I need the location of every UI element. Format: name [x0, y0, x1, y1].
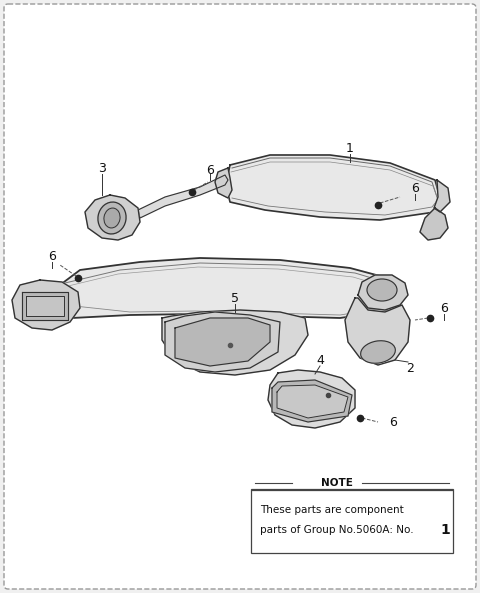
Polygon shape — [345, 298, 410, 365]
Polygon shape — [162, 310, 308, 375]
Polygon shape — [215, 168, 232, 198]
Text: 4: 4 — [316, 353, 324, 366]
Text: NOTE: NOTE — [321, 478, 353, 488]
Polygon shape — [226, 155, 440, 220]
Polygon shape — [26, 296, 64, 316]
Polygon shape — [55, 258, 400, 318]
Text: 6: 6 — [389, 416, 397, 429]
Text: 6: 6 — [48, 250, 56, 263]
Polygon shape — [272, 380, 352, 422]
Text: 1: 1 — [440, 523, 450, 537]
FancyBboxPatch shape — [251, 489, 453, 553]
Polygon shape — [358, 275, 408, 310]
Text: 6: 6 — [440, 301, 448, 314]
Text: 3: 3 — [98, 161, 106, 174]
Polygon shape — [85, 195, 140, 240]
Polygon shape — [138, 175, 228, 218]
Ellipse shape — [367, 279, 397, 301]
Polygon shape — [420, 208, 448, 240]
Text: parts of Group No.5060A: No.: parts of Group No.5060A: No. — [260, 525, 414, 535]
Polygon shape — [268, 370, 355, 428]
FancyBboxPatch shape — [4, 4, 476, 589]
Text: These parts are component: These parts are component — [260, 505, 404, 515]
Text: 5: 5 — [231, 292, 239, 304]
Polygon shape — [175, 318, 270, 366]
Ellipse shape — [98, 202, 126, 234]
Text: 1: 1 — [346, 142, 354, 155]
Text: 6: 6 — [411, 181, 419, 195]
Polygon shape — [434, 180, 450, 212]
Text: 6: 6 — [206, 164, 214, 177]
Ellipse shape — [360, 341, 396, 364]
Polygon shape — [165, 312, 280, 372]
Polygon shape — [22, 292, 68, 320]
Ellipse shape — [104, 208, 120, 228]
Polygon shape — [277, 385, 348, 418]
Polygon shape — [12, 280, 80, 330]
Text: 2: 2 — [406, 362, 414, 375]
